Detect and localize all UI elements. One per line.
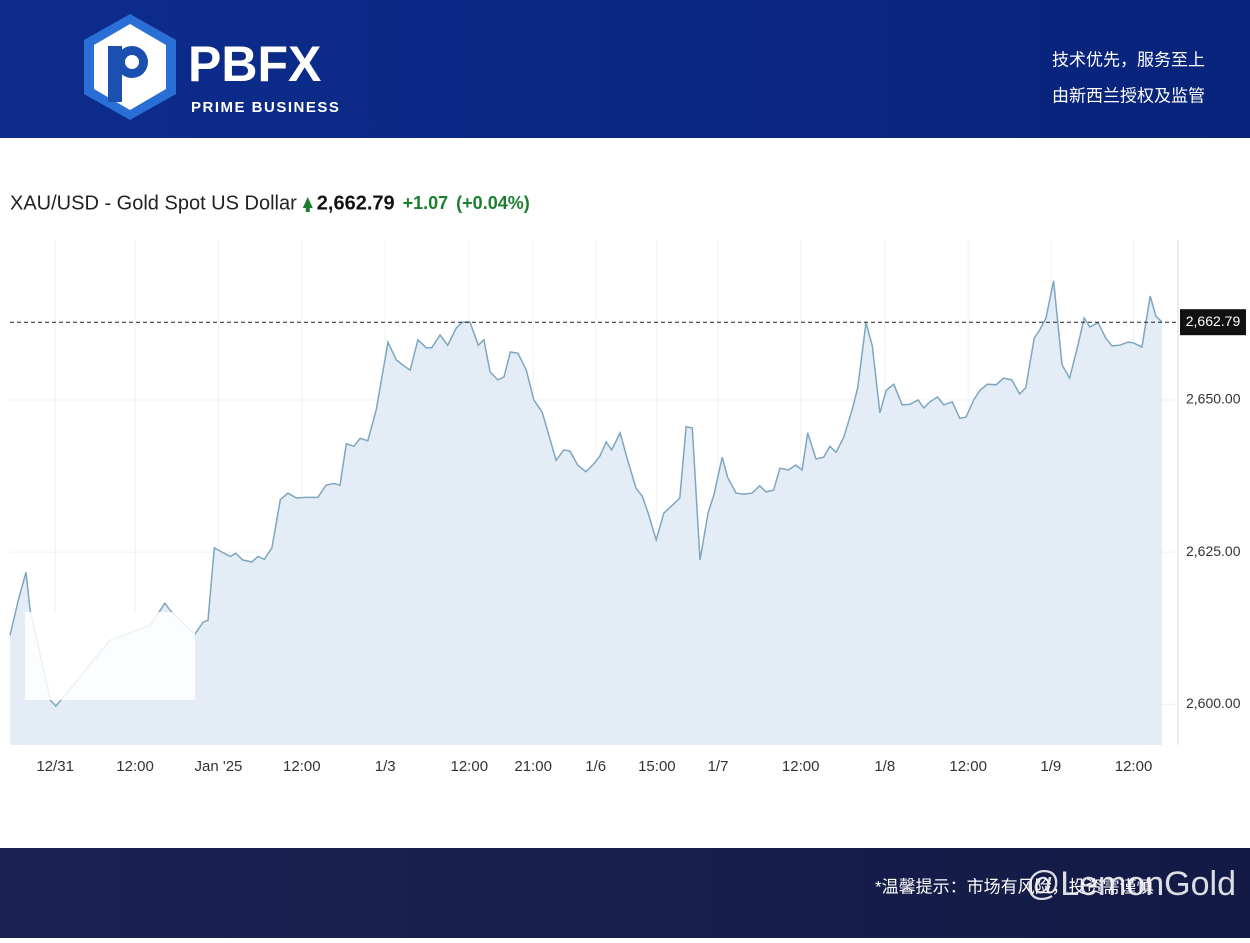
slogan: 技术优先，服务至上 — [1052, 50, 1205, 69]
y-tick-label: 2,650.00 — [1186, 391, 1241, 407]
x-tick-label: 1/3 — [375, 758, 396, 775]
watermark: @LemonGold — [1026, 865, 1236, 903]
logo — [84, 14, 176, 120]
x-tick-label: 12:00 — [782, 758, 820, 775]
x-tick-label: 15:00 — [638, 758, 676, 775]
chart-header: XAU/USD - Gold Spot US Dollar 2,662.79 +1… — [10, 192, 530, 214]
chart-title: XAU/USD - Gold Spot US Dollar — [10, 192, 297, 214]
x-tick-label: 12:00 — [949, 758, 987, 775]
x-tick-label: 1/6 — [585, 758, 606, 775]
change: +1.07 — [403, 193, 449, 213]
x-tick-label: 12:00 — [116, 758, 154, 775]
y-tick-label: 2,600.00 — [1186, 695, 1241, 711]
x-tick-label: 1/9 — [1040, 758, 1061, 775]
x-tick-label: 12:00 — [1115, 758, 1153, 775]
x-tick-label: 21:00 — [514, 758, 552, 775]
line — [9, 280, 1163, 708]
slogan: 由新西兰授权及监管 — [1052, 86, 1205, 105]
change-pct: (+0.04%) — [456, 193, 530, 213]
x-tick-label: 1/8 — [874, 758, 895, 775]
last-price-label: 2,662.79 — [1186, 313, 1241, 329]
x-tick-label: 12:00 — [451, 758, 489, 775]
header-bar — [0, 0, 1250, 138]
price: 2,662.79 — [317, 192, 395, 214]
footer-bar — [0, 848, 1250, 938]
plot: 12/31 12:00 Jan '25 12:00 1/3 12:00 21:00 1/6 15… — [9, 240, 1246, 775]
up-arrow-stem — [305, 206, 310, 212]
tagline: PRIME BUSINESS — [191, 99, 340, 116]
x-tick-label: Jan '25 — [194, 758, 242, 775]
occlusion — [25, 612, 195, 700]
area — [10, 280, 1163, 745]
x-tick-label: 12:00 — [283, 758, 321, 775]
x-tick-label: 12/31 — [36, 758, 74, 775]
last-price-box — [1180, 309, 1246, 336]
x-tick-label: 1/7 — [708, 758, 729, 775]
up-arrow — [302, 197, 313, 208]
y-tick-label: 2,625.00 — [1186, 543, 1241, 559]
footer-note: *温馨提示：市场有风险，投资需谨慎 — [875, 877, 1154, 896]
brand: PBFX — [188, 36, 321, 92]
